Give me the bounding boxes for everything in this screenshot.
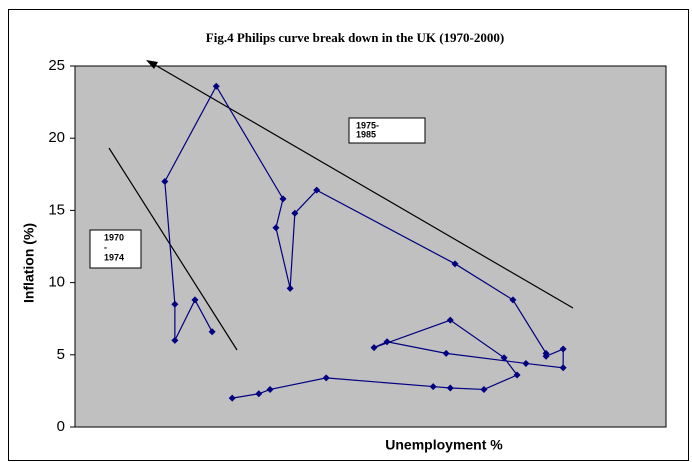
arrow-head (146, 60, 158, 69)
data-point (446, 384, 454, 392)
data-point (429, 383, 437, 391)
annotation-box (348, 117, 426, 144)
data-point (370, 344, 378, 352)
data-point (313, 186, 321, 194)
data-point (228, 394, 236, 402)
annotation-box (89, 229, 142, 269)
y-tick-label: 5 (57, 346, 65, 363)
y-tick-label: 10 (48, 274, 65, 291)
annotation-text: 1974 (104, 252, 124, 262)
annotation-text: 1985 (356, 129, 376, 139)
data-point (542, 352, 550, 360)
data-point (442, 349, 450, 357)
data-point (255, 390, 263, 398)
y-tick-label: 25 (48, 57, 65, 74)
data-point (161, 178, 169, 186)
annotation: 1975-1985 (348, 117, 426, 144)
data-point (279, 195, 287, 203)
data-point (513, 371, 521, 379)
data-point (212, 82, 220, 90)
data-point (291, 209, 299, 217)
data-point (451, 260, 459, 268)
annotation-text: 1975- (356, 120, 379, 130)
y-axis-label: Inflation (%) (21, 223, 37, 303)
annotation: 1970-1974 (89, 229, 142, 269)
y-tick-label: 15 (48, 201, 65, 218)
trend-line (108, 147, 238, 351)
y-tick-label: 0 (57, 418, 65, 435)
data-point (559, 345, 567, 353)
data-point (559, 364, 567, 372)
x-axis-label: Unemployment % (385, 437, 503, 453)
data-point (522, 359, 530, 367)
data-point (171, 336, 179, 344)
data-point (509, 296, 517, 304)
annotation-text: 1970 (104, 232, 124, 242)
data-point (171, 300, 179, 308)
data-point (272, 224, 280, 232)
data-point (322, 374, 330, 382)
y-tick-label: 20 (48, 129, 65, 146)
data-point (286, 284, 294, 292)
data-point (446, 316, 454, 324)
trend-arrow (149, 61, 574, 309)
chart-title: Fig.4 Philips curve break down in the UK… (206, 30, 504, 45)
data-point (383, 338, 391, 346)
data-point (208, 328, 216, 336)
data-point (191, 296, 199, 304)
data-point (500, 354, 508, 362)
annotation-text: - (104, 242, 107, 252)
data-point (480, 385, 488, 393)
data-point (266, 385, 274, 393)
